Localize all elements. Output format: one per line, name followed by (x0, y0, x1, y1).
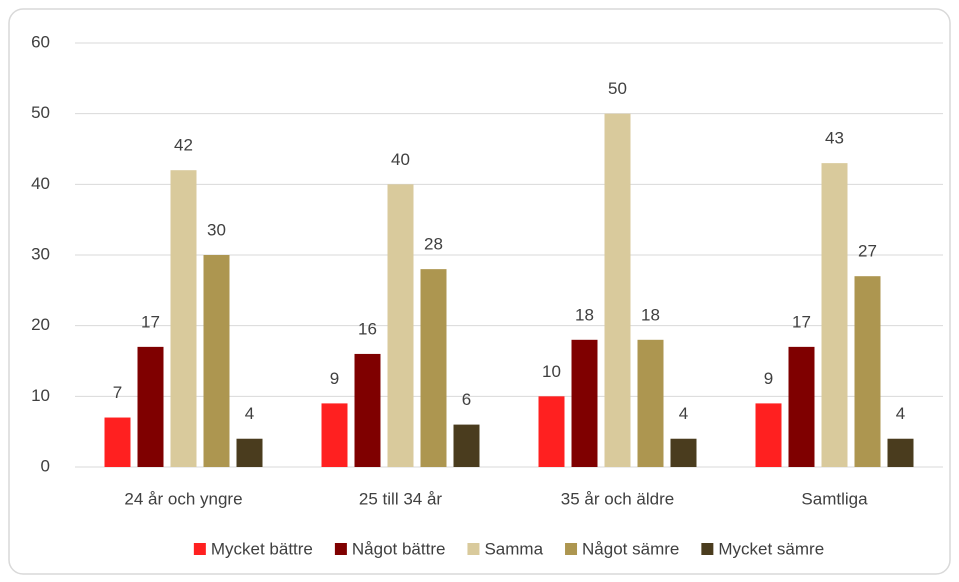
data-label: 18 (641, 305, 660, 324)
legend-swatch (467, 543, 480, 555)
data-label: 10 (542, 362, 561, 381)
y-tick-label: 50 (31, 103, 50, 122)
data-label: 16 (358, 319, 377, 338)
legend-swatch (193, 543, 206, 555)
bar (637, 339, 664, 467)
bar (755, 403, 782, 467)
x-tick-label: Samtliga (801, 489, 868, 508)
data-label: 17 (792, 312, 811, 331)
y-tick-label: 30 (31, 244, 50, 263)
y-tick-label: 0 (41, 456, 50, 475)
data-label: 28 (424, 235, 443, 254)
data-label: 4 (679, 404, 688, 423)
bar (321, 403, 348, 467)
bar (887, 438, 914, 467)
data-label: 50 (608, 79, 627, 98)
legend-swatch (701, 543, 714, 555)
bar (854, 276, 881, 467)
bar (203, 255, 230, 467)
bar (354, 353, 381, 467)
bar (387, 184, 414, 468)
y-tick-label: 40 (31, 174, 50, 193)
chart-frame (8, 8, 951, 575)
legend-label: Något sämre (582, 539, 679, 558)
y-tick-label: 10 (31, 386, 50, 405)
bar (604, 113, 631, 468)
legend-label: Något bättre (352, 539, 446, 558)
x-tick-label: 24 år och yngre (124, 489, 242, 508)
legend-swatch (565, 543, 578, 555)
legend-label: Mycket bättre (211, 539, 313, 558)
legend-label: Mycket sämre (718, 539, 824, 558)
data-label: 27 (858, 242, 877, 261)
data-label: 30 (207, 220, 226, 239)
bar (538, 396, 565, 467)
bar (788, 346, 815, 467)
bar (236, 438, 263, 467)
x-tick-label: 35 år och äldre (561, 489, 674, 508)
data-label: 4 (896, 404, 905, 423)
data-label: 6 (462, 390, 471, 409)
data-label: 4 (245, 404, 254, 423)
y-tick-label: 60 (31, 32, 50, 51)
data-label: 18 (575, 305, 594, 324)
x-tick-label: 25 till 34 år (359, 489, 442, 508)
data-label: 43 (825, 129, 844, 148)
legend-swatch (334, 543, 347, 555)
data-label: 7 (113, 383, 122, 402)
data-label: 9 (764, 369, 773, 388)
legend-label: Samma (484, 539, 543, 558)
bar (420, 269, 447, 467)
bar (821, 163, 848, 467)
data-label: 17 (141, 312, 160, 331)
bar (670, 438, 697, 467)
bar (137, 346, 164, 467)
bar (571, 339, 598, 467)
bar (453, 424, 480, 467)
data-label: 40 (391, 150, 410, 169)
bar (104, 417, 131, 467)
data-label: 9 (330, 369, 339, 388)
y-tick-label: 20 (31, 315, 50, 334)
bar (170, 170, 197, 467)
data-label: 42 (174, 136, 193, 155)
